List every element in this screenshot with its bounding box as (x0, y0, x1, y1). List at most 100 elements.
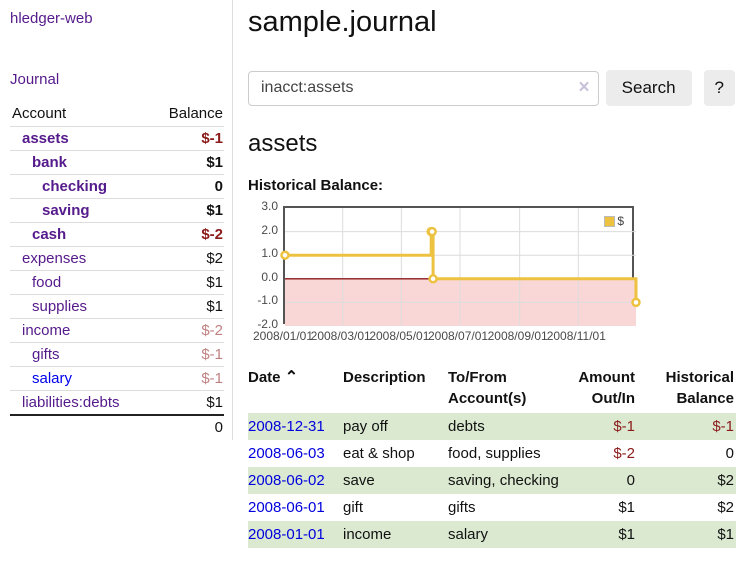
register-header-row: Date ⌃ Description To/From Account(s) Am… (248, 365, 736, 413)
register-cell-balance: $2 (643, 467, 736, 494)
help-button[interactable]: ? (703, 70, 735, 106)
transaction-date-link[interactable]: 2008-06-02 (248, 472, 325, 489)
account-link-checking[interactable]: checking (42, 178, 108, 195)
sidebar-item-journal[interactable]: Journal (10, 71, 60, 88)
account-link-supplies[interactable]: supplies (32, 298, 88, 315)
register-cell-date: 2008-06-03 (248, 440, 343, 467)
register-cell-amount: $-2 (613, 445, 635, 462)
account-link-saving[interactable]: saving (42, 202, 90, 219)
register-cell-accounts: salary (448, 521, 568, 548)
search-input[interactable] (248, 70, 599, 106)
register-header-accounts: To/From Account(s) (448, 369, 527, 407)
account-row: checking 0 (10, 174, 224, 199)
account-balance: 0 (150, 174, 224, 199)
register-table: Date ⌃ Description To/From Account(s) Am… (248, 365, 736, 548)
account-link-liabilities-debts[interactable]: liabilities:debts (22, 394, 120, 411)
brand-link[interactable]: hledger-web (10, 10, 93, 27)
transaction-date-link[interactable]: 2008-06-03 (248, 445, 325, 462)
register-row: 2008-06-03 eat & shop food, supplies $-2 0 (248, 440, 736, 467)
account-link-gifts[interactable]: gifts (32, 346, 60, 363)
clear-search-icon[interactable]: × (578, 76, 590, 98)
account-balance: $-1 (150, 126, 224, 151)
search-form: × Search ? (248, 70, 735, 106)
register-cell-amount: $1 (568, 521, 643, 548)
register-cell-date: 2008-06-01 (248, 494, 343, 521)
transaction-date-link[interactable]: 2008-01-01 (248, 526, 325, 543)
y-axis-tick: 0.0 (261, 269, 278, 284)
y-axis-tick: 2.0 (261, 222, 278, 237)
account-balance: $1 (150, 390, 224, 415)
account-link-food[interactable]: food (32, 274, 62, 291)
account-link-assets[interactable]: assets (22, 130, 69, 147)
register-header-description: Description (343, 369, 426, 386)
accounts-total-row: 0 (10, 414, 224, 439)
account-link-expenses[interactable]: expenses (22, 250, 87, 267)
register-cell-amount: 0 (568, 467, 643, 494)
search-button[interactable]: Search (605, 70, 692, 106)
chart-plot-area: $ (280, 206, 641, 326)
account-balance: $-2 (150, 318, 224, 343)
register-row: 2008-12-31 pay off debts $-1 $-1 (248, 413, 736, 440)
legend-label: $ (617, 214, 624, 228)
register-cell-description: save (343, 467, 448, 494)
register-header-amount: Amount Out/In (578, 369, 635, 407)
register-cell-amount: $-1 (568, 413, 643, 440)
y-axis-tick: -2.0 (257, 317, 278, 331)
y-axis-tick: 3.0 (261, 199, 278, 213)
transaction-date-link[interactable]: 2008-12-31 (248, 418, 325, 435)
register-cell-description: eat & shop (343, 445, 415, 462)
account-row: salary $-1 (10, 366, 224, 391)
account-link-cash[interactable]: cash (32, 226, 67, 243)
account-link-income[interactable]: income (22, 322, 71, 339)
account-row: gifts $-1 (10, 342, 224, 367)
account-row: saving $1 (10, 198, 224, 223)
account-row: expenses $2 (10, 246, 224, 271)
chart-legend: $ (601, 212, 627, 230)
register-cell-balance: 0 (725, 445, 734, 462)
account-row: liabilities:debts $1 (10, 390, 224, 415)
account-link-salary[interactable]: salary (32, 370, 73, 387)
main-content: sample.journal × Search ? assets Histori… (248, 0, 742, 548)
x-axis-tick: 2008/09/01 (487, 329, 548, 343)
account-balance: $1 (150, 150, 224, 175)
register-cell-balance: $2 (717, 499, 734, 516)
x-axis-tick: 2008/11/01 (546, 329, 606, 343)
account-balance: $-2 (150, 222, 224, 247)
data-point (631, 297, 641, 308)
register-row: 2008-06-02 save saving, checking 0 $2 (248, 467, 736, 494)
account-balance: $1 (150, 294, 224, 319)
y-axis-tick: -1.0 (257, 293, 278, 308)
sort-asc-icon[interactable]: ⌃ (284, 369, 299, 386)
x-axis-tick: 2008/07/01 (427, 329, 489, 343)
register-cell-date: 2008-12-31 (248, 413, 343, 440)
x-axis-tick: 2008/03/01 (310, 329, 371, 343)
register-cell-balance: $-1 (643, 413, 736, 440)
accounts-total-value: 0 (150, 414, 224, 439)
sidebar: hledger-web Journal Account Balance asse… (0, 0, 233, 440)
register-cell-accounts: saving, checking (448, 467, 568, 494)
account-row: food $1 (10, 270, 224, 295)
register-cell-amount: $1 (618, 499, 635, 516)
account-link-bank[interactable]: bank (32, 154, 68, 171)
register-cell-description: gift (343, 499, 364, 516)
register-row: 2008-01-01 income salary $1 $1 (248, 521, 736, 548)
account-row: income $-2 (10, 318, 224, 343)
account-row: bank $1 (10, 150, 224, 175)
register-cell-date: 2008-01-01 (248, 521, 343, 548)
chart-svg (280, 208, 641, 326)
legend-swatch-icon (604, 215, 616, 227)
account-row: supplies $1 (10, 294, 224, 319)
register-header-balance: Historical Balance (665, 369, 734, 407)
data-point (427, 226, 437, 237)
account-balance: $1 (150, 198, 224, 223)
chart-label: Historical Balance: (248, 177, 384, 194)
account-balance: $-1 (150, 366, 224, 391)
transaction-date-link[interactable]: 2008-06-01 (248, 499, 325, 516)
register-cell-date: 2008-06-02 (248, 467, 343, 494)
register-cell-description: income (343, 521, 448, 548)
register-header-date[interactable]: Date ⌃ (248, 369, 299, 386)
account-balance: $1 (150, 270, 224, 295)
accounts-table: Account Balance assets $-1 bank $1 checking 0… (10, 102, 224, 439)
data-point (428, 274, 438, 284)
account-row: cash $-2 (10, 222, 224, 247)
